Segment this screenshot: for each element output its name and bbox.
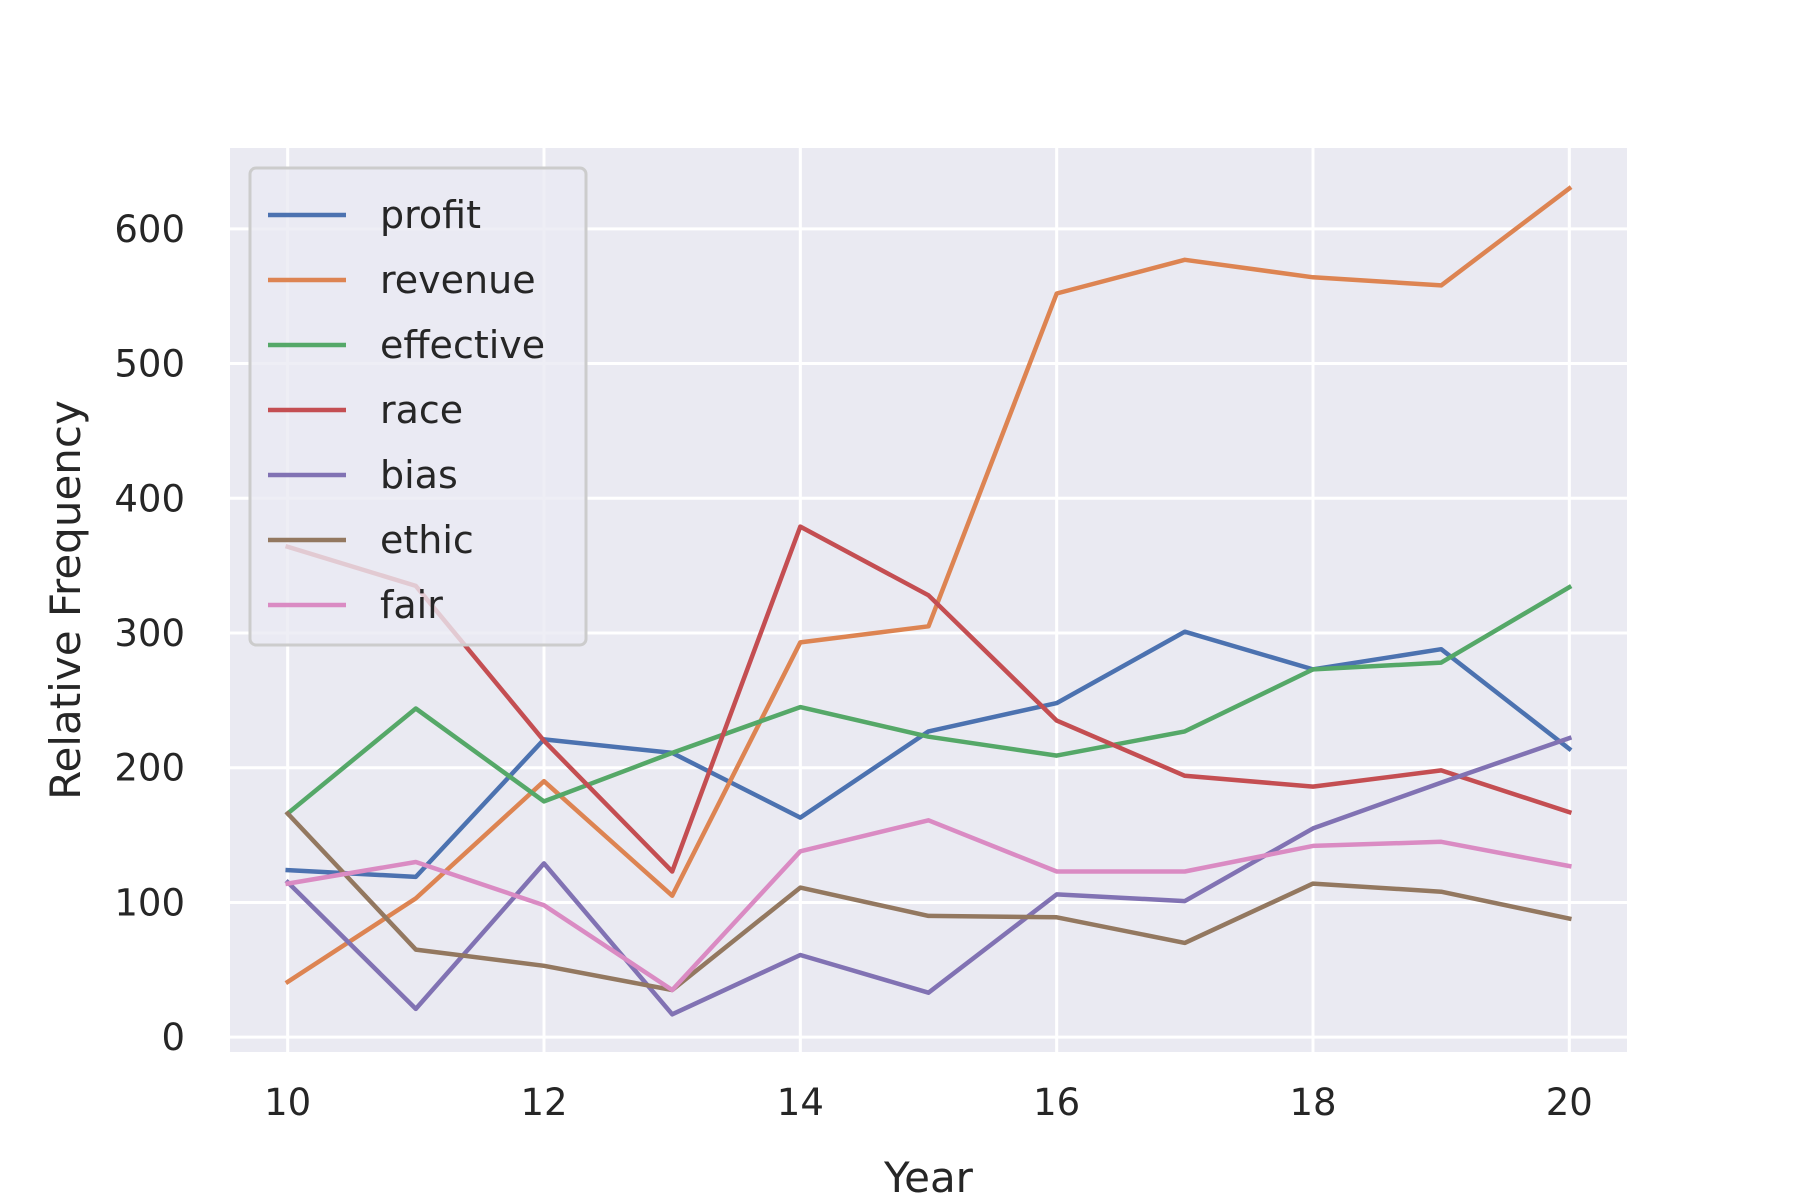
legend-label-fair: fair [380, 583, 443, 627]
x-tick-label: 18 [1289, 1081, 1336, 1124]
x-axis-label: Year [883, 1153, 974, 1200]
x-tick-label: 10 [264, 1081, 311, 1124]
series-line-race [284, 524, 1573, 874]
series-line-bias [284, 735, 1573, 1017]
series-line-profit [285, 629, 1573, 880]
y-tick-label: 600 [114, 208, 185, 251]
legend: profit revenue effective race bias ethic fair [248, 166, 588, 647]
y-tick-label: 0 [161, 1016, 185, 1059]
legend-label-revenue: revenue [380, 258, 536, 302]
y-tick-label: 100 [114, 881, 185, 924]
series-line-ethic [284, 810, 1572, 993]
legend-label-ethic: ethic [380, 518, 474, 562]
x-tick-label: 14 [777, 1081, 824, 1124]
legend-box [248, 166, 588, 647]
y-tick-label: 400 [114, 477, 185, 520]
y-tick-label: 200 [114, 747, 185, 790]
y-tick-label: 300 [114, 612, 185, 655]
x-tick-label: 12 [520, 1081, 567, 1124]
series-line-effective [284, 584, 1573, 817]
x-tick-label: 20 [1546, 1081, 1593, 1124]
legend-label-effective: effective [380, 323, 545, 367]
x-tick-label: 16 [1033, 1081, 1080, 1124]
legend-label-profit: profit [380, 193, 481, 237]
series-lines [284, 185, 1573, 1017]
legend-label-race: race [380, 388, 463, 432]
series-line-fair [285, 818, 1572, 993]
y-axis-label: Relative Frequency [41, 400, 90, 800]
series-line-revenue [284, 185, 1573, 986]
y-tick-label: 500 [114, 343, 185, 386]
legend-label-bias: bias [380, 453, 458, 497]
